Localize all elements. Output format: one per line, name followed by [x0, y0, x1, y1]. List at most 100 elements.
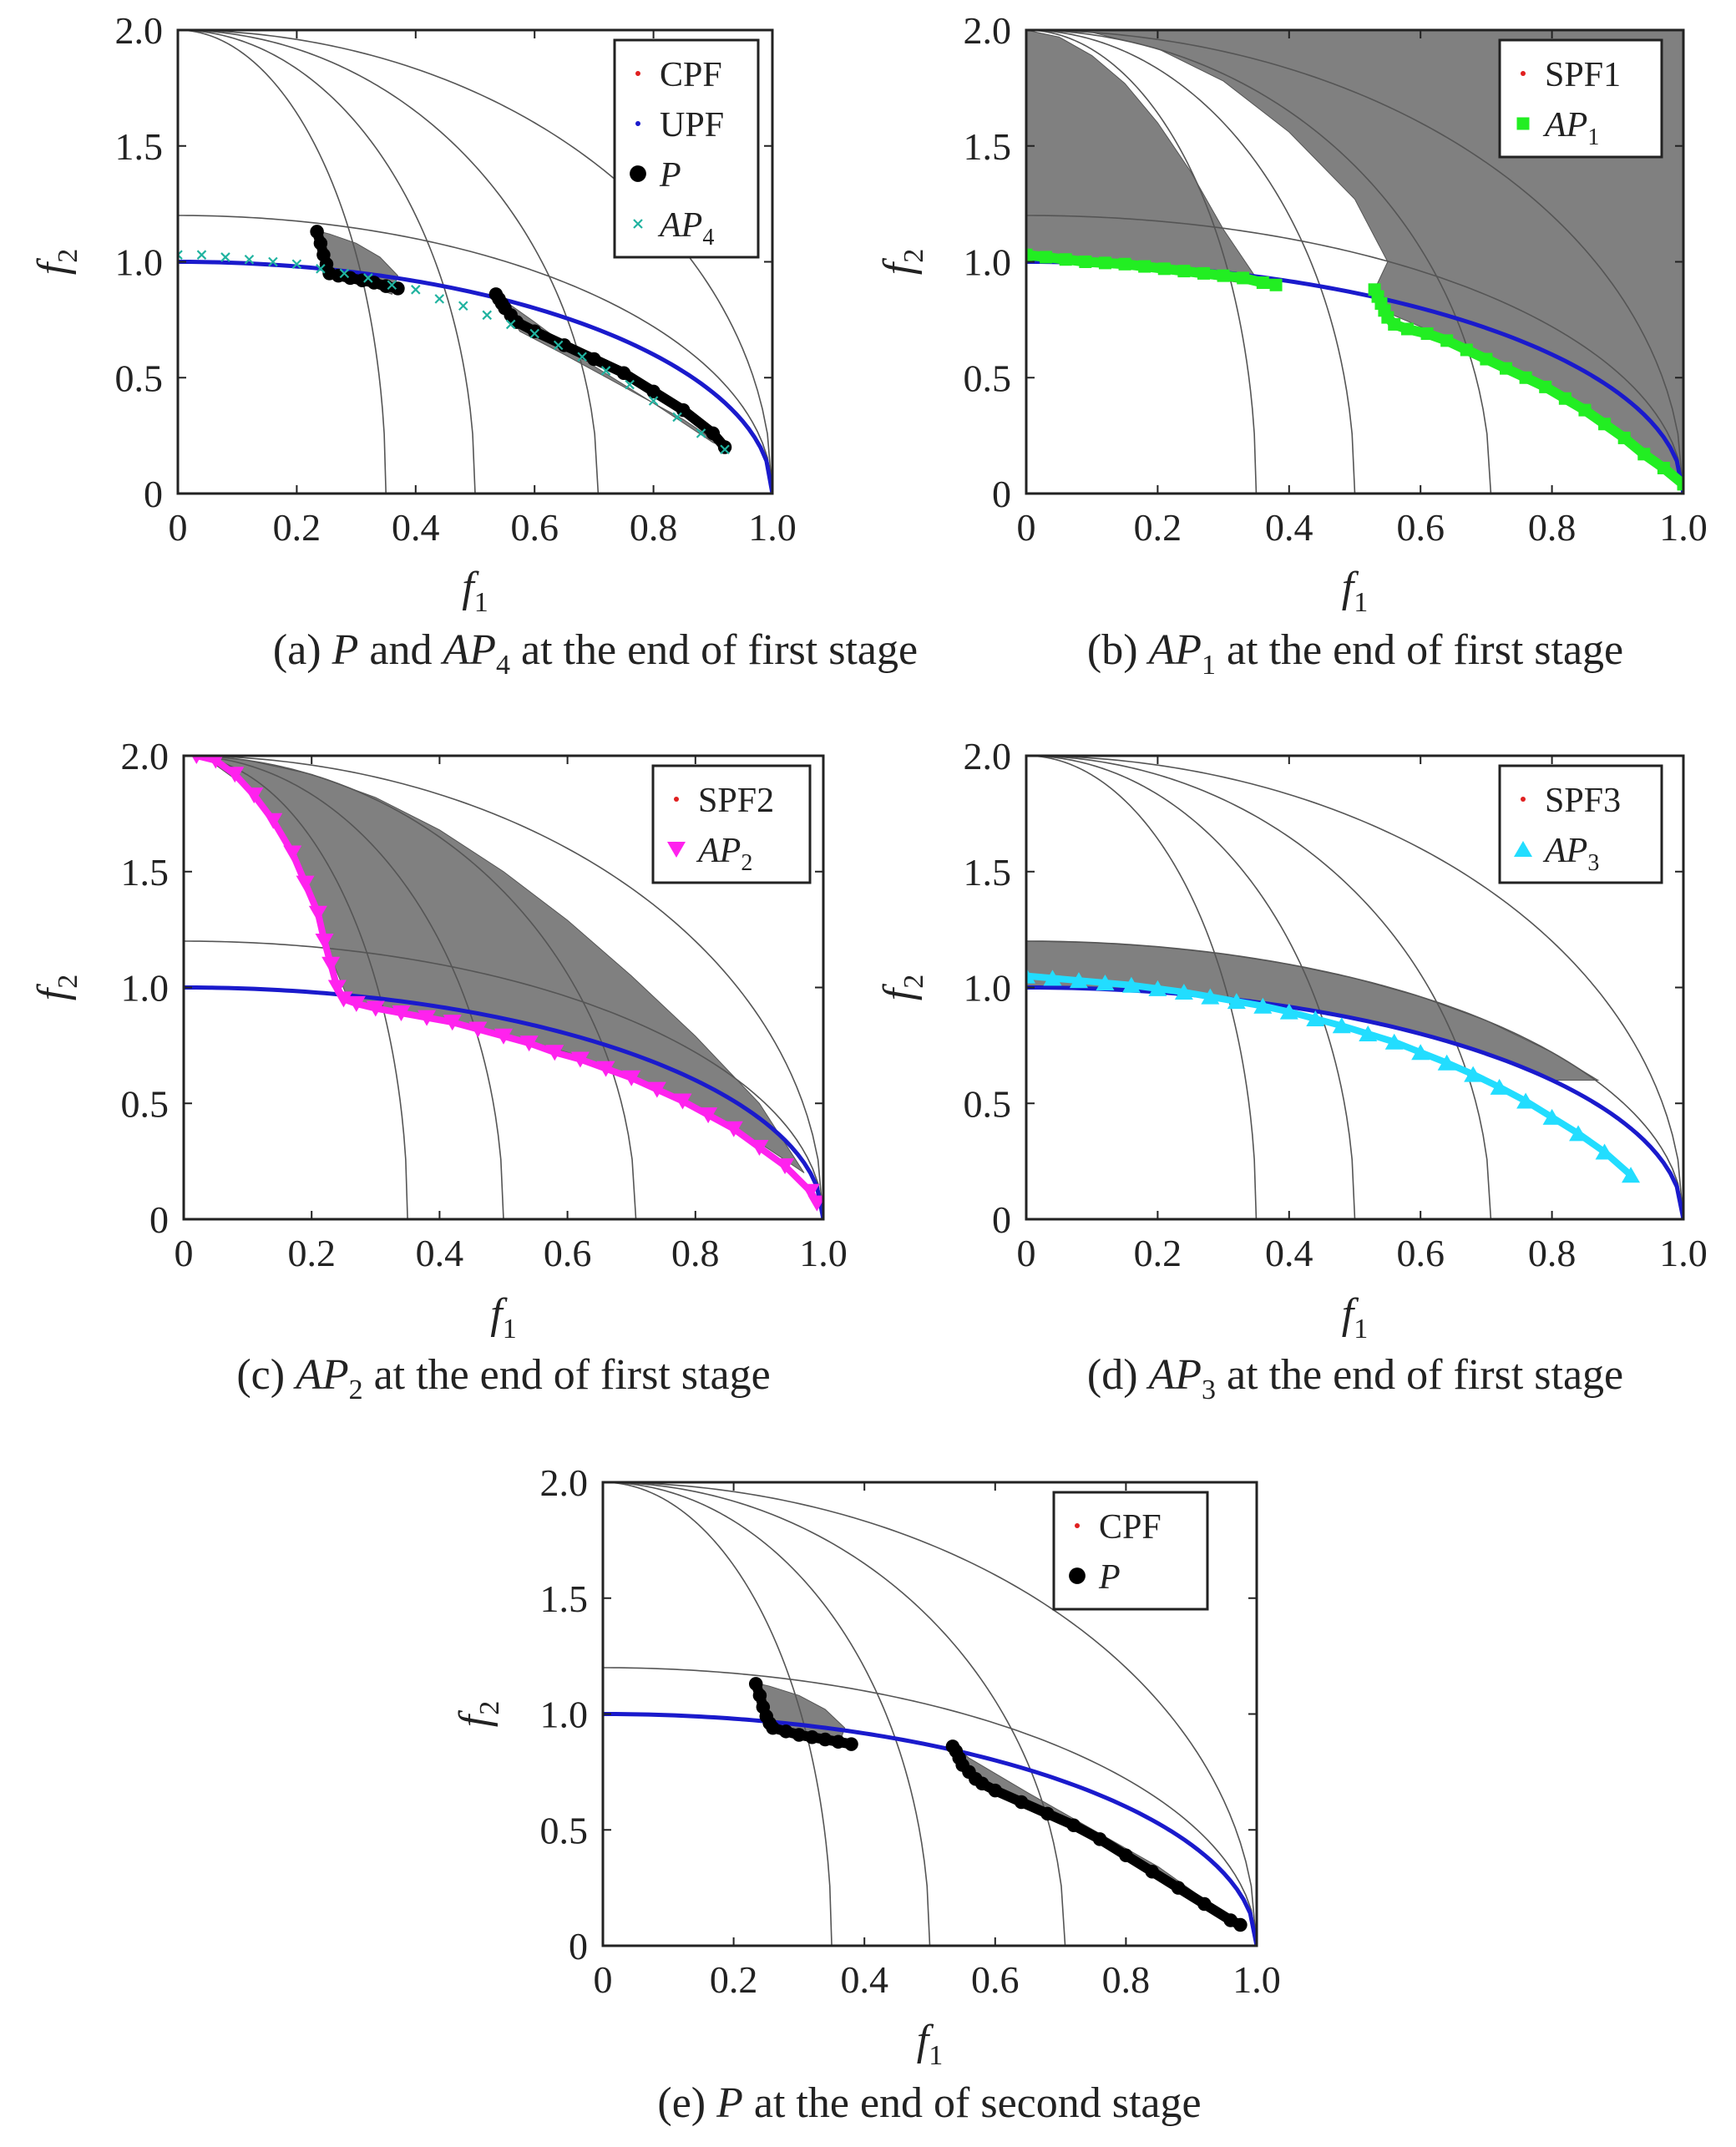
- data-point: [1256, 276, 1269, 289]
- data-point: [392, 1005, 411, 1022]
- x-tick-label: 0.4: [840, 1958, 888, 2001]
- legend-marker: [1514, 841, 1532, 857]
- y-tick-label: 1.5: [115, 125, 164, 168]
- x-tick-label: 0.2: [273, 506, 321, 549]
- data-point: [1201, 988, 1220, 1005]
- legend-entry: SPF1: [1545, 56, 1621, 94]
- boundary-curve: [603, 1667, 1257, 1946]
- x-tick-label: 0.6: [971, 1958, 1020, 2001]
- data-point: [699, 1107, 718, 1124]
- boundary-curve: [603, 1482, 931, 1946]
- data-point: [334, 991, 353, 1008]
- legend-marker: [1075, 1523, 1080, 1528]
- data-point: [1595, 1143, 1614, 1160]
- data-point: [264, 813, 283, 829]
- data-point: [1569, 1125, 1588, 1142]
- y-tick-label: 1.5: [121, 851, 170, 894]
- data-point: [1066, 1818, 1081, 1832]
- data-point: [196, 250, 207, 260]
- data-point: [646, 384, 660, 399]
- y-tick-label: 0.5: [964, 357, 1012, 399]
- y-axis-label: f2: [29, 249, 84, 275]
- data-point: [1227, 993, 1246, 1010]
- y-tick-label: 0: [992, 1198, 1011, 1241]
- data-point: [1079, 256, 1092, 268]
- y-tick-label: 1.0: [964, 967, 1012, 1010]
- data-point: [792, 1728, 807, 1742]
- data-point: [1384, 1033, 1404, 1050]
- x-tick-label: 1.0: [1659, 506, 1708, 549]
- data-point: [1411, 1044, 1430, 1061]
- series-P: [748, 1677, 1248, 1932]
- plot-content: [1026, 756, 1683, 1219]
- data-point: [1440, 334, 1454, 347]
- x-tick-label: 0.8: [1528, 506, 1577, 549]
- legend: SPF1 AP1: [1498, 38, 1663, 159]
- data-point: [443, 1015, 462, 1031]
- y-axis-label: f2: [451, 1701, 505, 1727]
- y-tick-label: 1.0: [964, 241, 1012, 284]
- panel-caption: (c) AP2 at the end of first stage: [236, 1351, 770, 1405]
- series-AP2: [191, 756, 823, 1212]
- data-point: [1617, 431, 1631, 444]
- legend-entry: SPF3: [1545, 782, 1621, 820]
- data-point: [494, 1028, 513, 1045]
- data-point: [347, 995, 366, 1012]
- data-point: [321, 956, 341, 973]
- boundary-curve: [184, 756, 504, 1219]
- x-tick-label: 0.2: [1134, 1232, 1182, 1274]
- data-point: [844, 1737, 858, 1751]
- y-axis-label: f2: [875, 975, 929, 1000]
- data-point: [717, 440, 732, 454]
- x-tick-label: 1.0: [799, 1232, 848, 1274]
- data-point: [208, 756, 224, 769]
- data-point: [225, 767, 245, 783]
- data-point: [1269, 278, 1283, 291]
- data-point: [778, 1724, 793, 1739]
- data-point: [1464, 1066, 1483, 1082]
- series-line-UPF: [184, 985, 823, 1219]
- x-tick-label: 0.4: [1265, 1232, 1313, 1274]
- data-point: [313, 236, 328, 251]
- y-axis-label: f2: [29, 975, 84, 1000]
- data-point: [1059, 253, 1072, 266]
- x-axis-label: f1: [1342, 564, 1368, 618]
- legend-box: [1052, 1491, 1209, 1611]
- y-tick-label: 0.5: [964, 1082, 1012, 1125]
- plot-content: [603, 1482, 1257, 1946]
- data-point: [776, 1158, 795, 1175]
- data-point: [1279, 1003, 1298, 1020]
- data-point: [355, 273, 369, 287]
- x-tick-label: 0.6: [510, 506, 559, 549]
- data-point: [600, 366, 611, 376]
- data-point: [296, 875, 315, 892]
- data-point: [1460, 343, 1473, 357]
- legend-box: [651, 764, 812, 884]
- legend: SPF3 AP3: [1498, 764, 1663, 884]
- data-point: [622, 1070, 641, 1086]
- data-point: [1480, 352, 1493, 366]
- data-point: [1119, 1848, 1133, 1863]
- boundary-curve: [178, 215, 772, 494]
- legend-marker: [630, 165, 646, 182]
- data-point: [553, 340, 564, 351]
- x-tick-label: 0: [594, 1958, 613, 2001]
- legend: CPF P: [1052, 1491, 1209, 1611]
- data-point: [1558, 392, 1572, 405]
- legend-marker: [1521, 797, 1526, 802]
- y-tick-label: 2.0: [964, 9, 1012, 52]
- data-point: [1657, 461, 1670, 474]
- x-tick-label: 0: [1017, 506, 1036, 549]
- data-point: [1014, 1795, 1029, 1810]
- x-tick-label: 0.2: [1134, 506, 1182, 549]
- data-point: [724, 1121, 743, 1137]
- data-point: [696, 428, 706, 438]
- data-point: [1420, 327, 1434, 341]
- y-tick-label: 0.5: [540, 1809, 589, 1851]
- data-point: [1145, 1864, 1159, 1879]
- data-point: [366, 1000, 385, 1017]
- data-point: [1490, 1078, 1509, 1095]
- data-point: [1026, 967, 1035, 984]
- y-tick-label: 1.5: [964, 851, 1012, 894]
